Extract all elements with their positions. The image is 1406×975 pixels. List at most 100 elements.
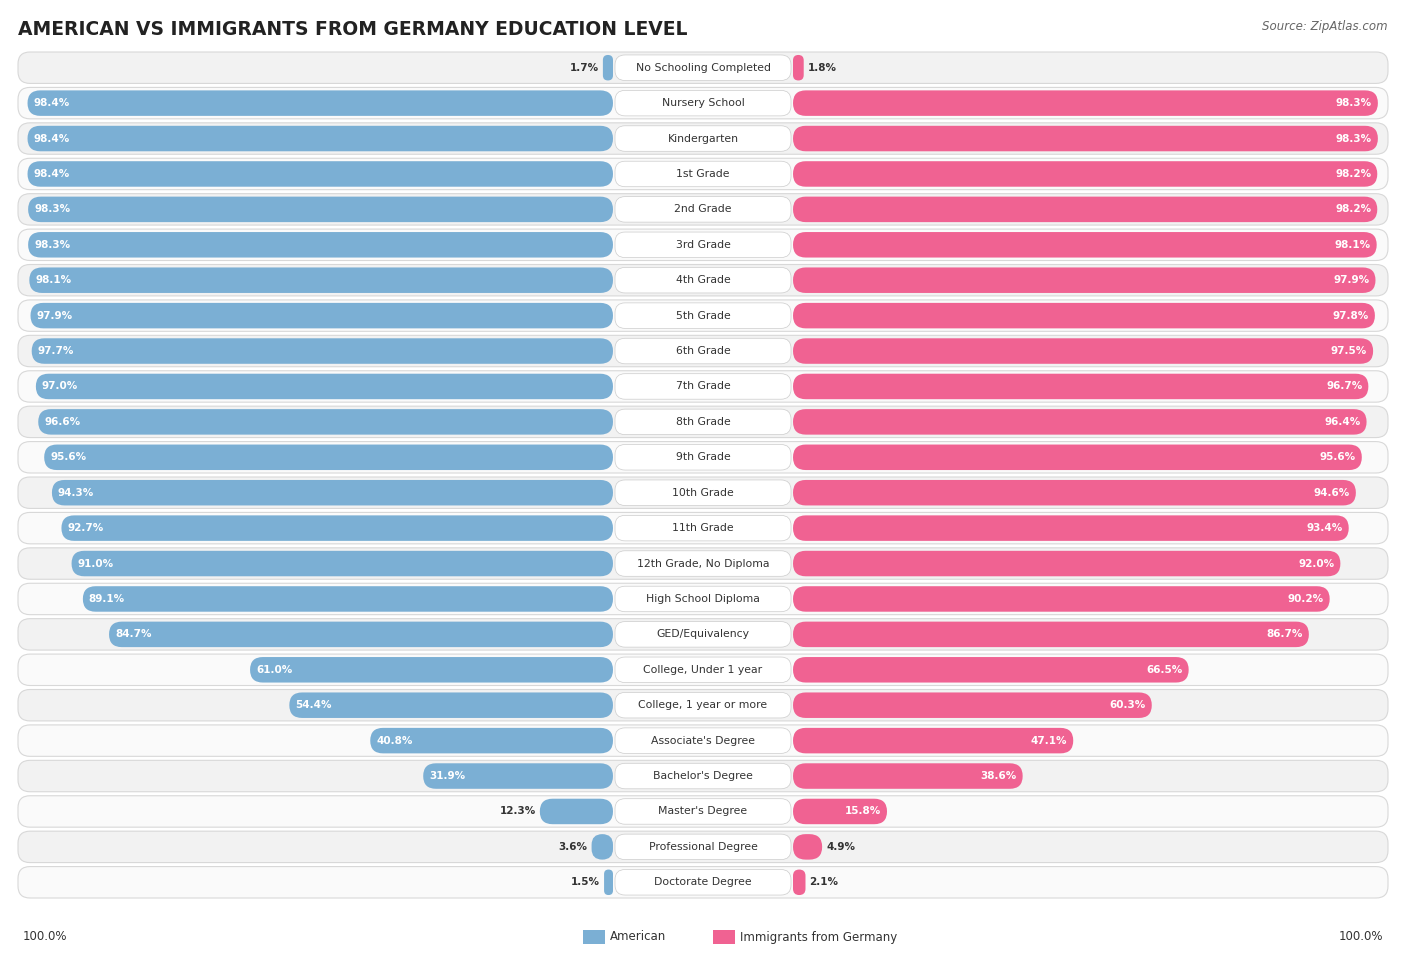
Text: 96.7%: 96.7% [1326, 381, 1362, 391]
FancyBboxPatch shape [614, 728, 792, 754]
FancyBboxPatch shape [603, 55, 613, 81]
Text: 1.7%: 1.7% [569, 62, 599, 73]
Text: 15.8%: 15.8% [845, 806, 882, 816]
FancyBboxPatch shape [793, 91, 1378, 116]
Text: 47.1%: 47.1% [1031, 735, 1067, 746]
FancyBboxPatch shape [793, 303, 1375, 329]
FancyBboxPatch shape [793, 728, 1073, 754]
Text: 94.3%: 94.3% [58, 488, 94, 497]
Text: 92.7%: 92.7% [67, 524, 104, 533]
FancyBboxPatch shape [793, 835, 823, 860]
FancyBboxPatch shape [614, 91, 792, 116]
Text: No Schooling Completed: No Schooling Completed [636, 62, 770, 73]
FancyBboxPatch shape [793, 657, 1188, 682]
FancyBboxPatch shape [370, 728, 613, 754]
Text: Source: ZipAtlas.com: Source: ZipAtlas.com [1263, 20, 1388, 33]
FancyBboxPatch shape [18, 867, 1388, 898]
FancyBboxPatch shape [614, 799, 792, 824]
FancyBboxPatch shape [614, 445, 792, 470]
FancyBboxPatch shape [793, 410, 1367, 435]
Text: 40.8%: 40.8% [377, 735, 412, 746]
FancyBboxPatch shape [605, 870, 613, 895]
FancyBboxPatch shape [614, 835, 792, 860]
FancyBboxPatch shape [540, 799, 613, 824]
FancyBboxPatch shape [18, 229, 1388, 260]
Text: 98.3%: 98.3% [1336, 134, 1372, 143]
FancyBboxPatch shape [793, 197, 1378, 222]
FancyBboxPatch shape [614, 197, 792, 222]
Text: 98.3%: 98.3% [34, 240, 70, 250]
Text: 97.5%: 97.5% [1331, 346, 1367, 356]
FancyBboxPatch shape [793, 692, 1152, 718]
FancyBboxPatch shape [793, 551, 1340, 576]
FancyBboxPatch shape [713, 930, 735, 944]
Text: AMERICAN VS IMMIGRANTS FROM GERMANY EDUCATION LEVEL: AMERICAN VS IMMIGRANTS FROM GERMANY EDUC… [18, 20, 688, 39]
Text: Bachelor's Degree: Bachelor's Degree [652, 771, 754, 781]
Text: Doctorate Degree: Doctorate Degree [654, 878, 752, 887]
Text: 97.0%: 97.0% [42, 381, 79, 391]
FancyBboxPatch shape [614, 657, 792, 682]
FancyBboxPatch shape [18, 477, 1388, 508]
FancyBboxPatch shape [18, 300, 1388, 332]
FancyBboxPatch shape [290, 692, 613, 718]
FancyBboxPatch shape [592, 835, 613, 860]
FancyBboxPatch shape [614, 161, 792, 186]
Text: 98.2%: 98.2% [1336, 169, 1371, 179]
FancyBboxPatch shape [793, 799, 887, 824]
Text: Master's Degree: Master's Degree [658, 806, 748, 816]
Text: American: American [610, 930, 666, 944]
FancyBboxPatch shape [614, 338, 792, 364]
Text: 89.1%: 89.1% [89, 594, 125, 604]
Text: 11th Grade: 11th Grade [672, 524, 734, 533]
FancyBboxPatch shape [18, 619, 1388, 650]
FancyBboxPatch shape [583, 930, 605, 944]
Text: College, 1 year or more: College, 1 year or more [638, 700, 768, 710]
Text: 38.6%: 38.6% [980, 771, 1017, 781]
FancyBboxPatch shape [18, 654, 1388, 685]
Text: Associate's Degree: Associate's Degree [651, 735, 755, 746]
FancyBboxPatch shape [614, 126, 792, 151]
FancyBboxPatch shape [28, 197, 613, 222]
FancyBboxPatch shape [18, 831, 1388, 863]
FancyBboxPatch shape [614, 232, 792, 257]
FancyBboxPatch shape [793, 870, 806, 895]
Text: 97.9%: 97.9% [37, 311, 73, 321]
FancyBboxPatch shape [28, 91, 613, 116]
FancyBboxPatch shape [18, 158, 1388, 190]
Text: 94.6%: 94.6% [1313, 488, 1350, 497]
FancyBboxPatch shape [614, 586, 792, 611]
Text: 60.3%: 60.3% [1109, 700, 1146, 710]
FancyBboxPatch shape [18, 725, 1388, 757]
Text: 84.7%: 84.7% [115, 630, 152, 640]
FancyBboxPatch shape [18, 548, 1388, 579]
Text: 12.3%: 12.3% [499, 806, 536, 816]
Text: 95.6%: 95.6% [51, 452, 86, 462]
FancyBboxPatch shape [44, 445, 613, 470]
Text: 93.4%: 93.4% [1306, 524, 1343, 533]
Text: 66.5%: 66.5% [1146, 665, 1182, 675]
Text: 2.1%: 2.1% [810, 878, 838, 887]
Text: 1.8%: 1.8% [807, 62, 837, 73]
FancyBboxPatch shape [28, 232, 613, 257]
Text: 98.4%: 98.4% [34, 134, 70, 143]
FancyBboxPatch shape [614, 870, 792, 895]
Text: 91.0%: 91.0% [77, 559, 114, 568]
Text: 98.1%: 98.1% [35, 275, 72, 286]
FancyBboxPatch shape [28, 161, 613, 186]
FancyBboxPatch shape [52, 480, 613, 505]
FancyBboxPatch shape [62, 516, 613, 541]
FancyBboxPatch shape [614, 267, 792, 292]
FancyBboxPatch shape [793, 480, 1355, 505]
Text: 97.7%: 97.7% [38, 346, 75, 356]
Text: 98.3%: 98.3% [34, 205, 70, 214]
Text: 31.9%: 31.9% [429, 771, 465, 781]
FancyBboxPatch shape [18, 796, 1388, 827]
FancyBboxPatch shape [793, 622, 1309, 647]
FancyBboxPatch shape [614, 480, 792, 505]
Text: 12th Grade, No Diploma: 12th Grade, No Diploma [637, 559, 769, 568]
FancyBboxPatch shape [18, 335, 1388, 367]
FancyBboxPatch shape [793, 586, 1330, 611]
Text: 98.3%: 98.3% [1336, 98, 1372, 108]
FancyBboxPatch shape [614, 55, 792, 81]
FancyBboxPatch shape [18, 194, 1388, 225]
